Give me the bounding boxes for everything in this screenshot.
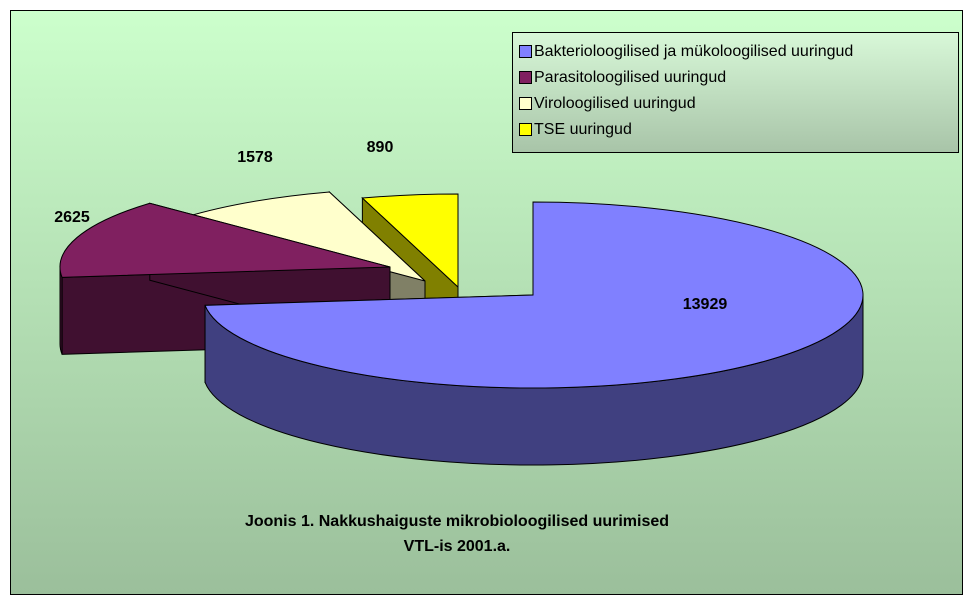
slice-side [59,266,63,355]
slice [361,193,459,289]
data-label: 13929 [683,296,728,313]
legend-box [512,32,959,153]
legend-label: TSE uuringud [534,121,632,138]
legend-swatch [519,97,532,110]
legend: Bakterioloogilised ja mükoloogilised uur… [512,32,959,153]
data-label: 890 [367,139,394,156]
legend-label: Viroloogilised uuringud [534,95,696,112]
legend-swatch [519,71,532,84]
data-label: 1578 [237,149,273,166]
legend-label: Parasitoloogilised uuringud [534,69,726,86]
legend-swatch [519,123,532,136]
legend-swatch [519,45,532,58]
data-label: 2625 [54,209,90,226]
pie [59,190,864,466]
slice [59,202,391,278]
chart-title: VTL-is 2001.a. [404,538,511,555]
legend-label: Bakterioloogilised ja mükoloogilised uur… [534,43,853,60]
slice [204,201,864,389]
chart-title: Joonis 1. Nakkushaiguste mikrobioloogili… [245,513,669,530]
